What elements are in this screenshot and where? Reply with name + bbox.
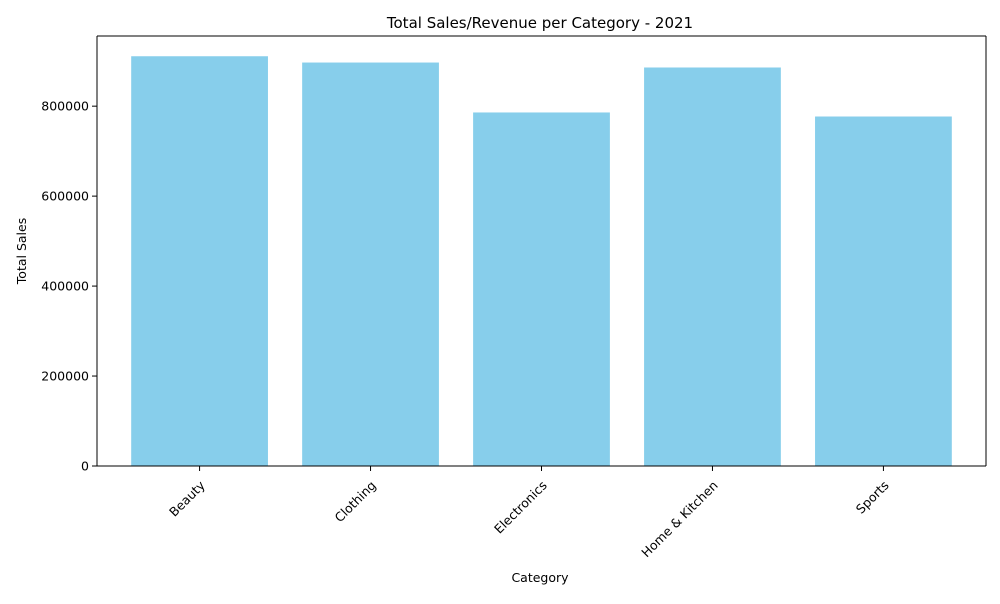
y-axis-label: Total Sales: [14, 218, 29, 285]
x-tick-label: Sports: [853, 478, 892, 517]
bar-home-kitchen: [644, 67, 781, 467]
x-tick-label: Clothing: [331, 478, 378, 525]
x-tick-label: Electronics: [491, 478, 550, 537]
bar-electronics: [473, 112, 610, 467]
chart-title: Total Sales/Revenue per Category - 2021: [386, 14, 693, 32]
y-tick-label: 400000: [41, 279, 89, 294]
bar-sports: [815, 116, 952, 467]
y-tick-label: 800000: [41, 99, 89, 114]
y-tick-label: 600000: [41, 189, 89, 204]
bar-clothing: [302, 62, 439, 466]
x-tick-label: Home & Kitchen: [638, 478, 720, 560]
x-axis-label: Category: [511, 570, 569, 585]
x-tick-label: Beauty: [166, 477, 208, 519]
plot-area: 0 200000 400000 600000 800000 Beauty Clothing E…: [41, 35, 987, 560]
y-tick-label: 0: [81, 459, 89, 474]
y-tick-label: 200000: [41, 369, 89, 384]
bar-beauty: [131, 56, 268, 466]
